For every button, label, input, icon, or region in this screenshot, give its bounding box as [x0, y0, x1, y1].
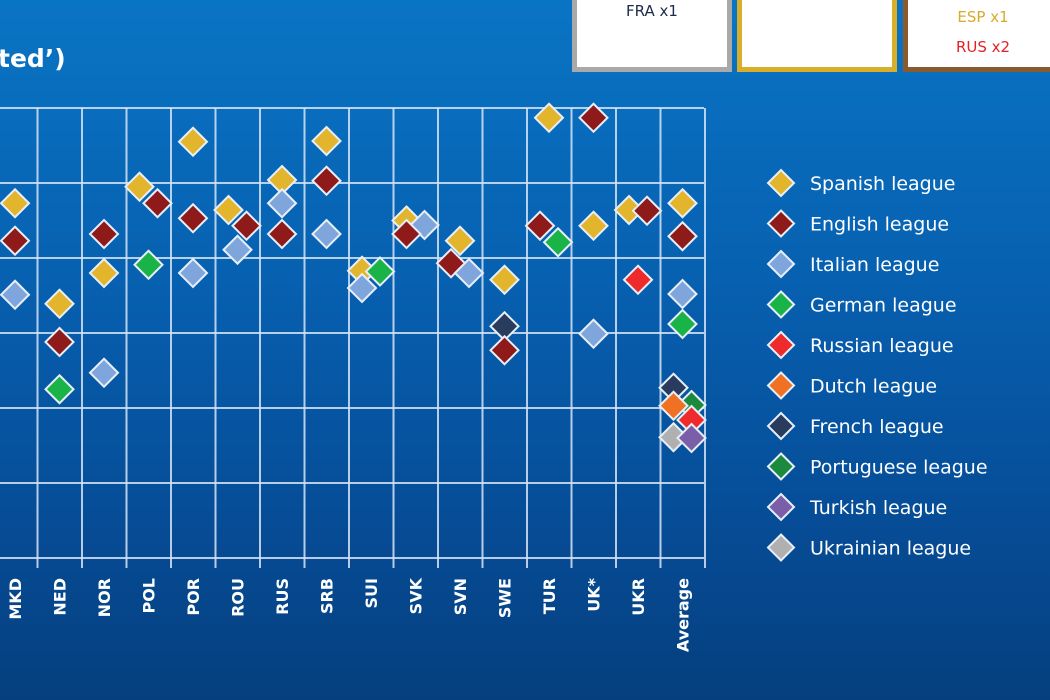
- legend-box-esp-rus: ESP x1 RUS x2: [903, 0, 1050, 72]
- x-tick-label: UKR: [629, 578, 648, 616]
- legend-label: French league: [810, 416, 944, 438]
- legend-marker-icon: [766, 492, 796, 522]
- data-point-italian-league: [311, 218, 342, 250]
- data-point-italian-league: [346, 272, 378, 304]
- x-tick-label: UK*: [585, 577, 604, 611]
- legend-marker-icon: [766, 330, 796, 360]
- data-point-spanish-league: [533, 102, 565, 134]
- data-point-spanish-league: [0, 187, 31, 219]
- box-text: FRA x1: [626, 2, 678, 20]
- data-point-english-league: [667, 220, 698, 252]
- x-tick-label: NOR: [95, 578, 114, 617]
- x-tick-label: SUI: [362, 578, 381, 608]
- legend-label: Dutch league: [810, 376, 937, 398]
- data-point-spanish-league: [213, 194, 244, 226]
- legend-label: Italian league: [810, 254, 939, 276]
- data-point-english-league: [0, 225, 31, 257]
- data-point-italian-league: [667, 278, 698, 310]
- x-tick-label: TUR: [540, 578, 559, 614]
- box-text: RUS x2: [955, 38, 1011, 56]
- data-point-dutch-league: [658, 390, 689, 422]
- data-point-spanish-league: [311, 125, 342, 157]
- x-tick-label: SWE: [496, 578, 515, 618]
- legend-label: English league: [810, 214, 949, 236]
- x-tick-label: SRB: [318, 578, 337, 614]
- legend-label: Turkish league: [809, 497, 947, 519]
- legend-marker-icon: [766, 452, 796, 481]
- x-tick-label: ROU: [229, 578, 248, 617]
- x-tick-label: MKD: [6, 578, 25, 620]
- data-point-german-league: [667, 308, 698, 340]
- box-text: ESP x1: [957, 8, 1009, 26]
- data-point-spanish-league: [667, 187, 698, 219]
- legend-marker-icon: [766, 249, 796, 279]
- legend-marker-icon: [766, 290, 796, 319]
- x-tick-label: SVN: [451, 578, 470, 615]
- legend-marker-icon: [766, 411, 796, 441]
- x-tick-label: RUS: [273, 578, 292, 615]
- data-point-italian-league: [177, 257, 209, 289]
- legend-label: Ukrainian league: [810, 538, 971, 560]
- data-point-english-league: [311, 165, 342, 197]
- x-tick-label: POL: [140, 578, 159, 614]
- data-point-spanish-league: [124, 171, 155, 203]
- data-point-english-league: [391, 218, 422, 250]
- legend-label: Spanish league: [810, 173, 955, 195]
- data-point-english-league: [266, 218, 298, 250]
- data-point-english-league: [177, 202, 209, 234]
- data-point-italian-league: [0, 279, 31, 311]
- x-tick-label: SVK: [407, 577, 426, 614]
- data-point-german-league: [542, 226, 574, 258]
- legend-label: German league: [810, 295, 957, 317]
- legend-label: Portuguese league: [810, 457, 988, 479]
- data-point-italian-league: [453, 257, 485, 289]
- data-point-english-league: [142, 187, 173, 219]
- x-tick-label: POR: [184, 578, 203, 616]
- data-point-english-league: [489, 334, 520, 366]
- data-point-english-league: [631, 195, 663, 227]
- data-point-german-league: [44, 373, 75, 405]
- data-point-spanish-league: [177, 126, 209, 158]
- legend-marker-icon: [766, 371, 796, 400]
- data-point-english-league: [578, 102, 609, 134]
- data-point-english-league: [88, 218, 120, 250]
- legend-marker-icon: [766, 533, 796, 562]
- data-point-italian-league: [266, 187, 298, 219]
- legend-box-empty: [737, 0, 897, 72]
- data-point-italian-league: [88, 357, 120, 389]
- data-point-spanish-league: [44, 288, 75, 320]
- x-tick-label: NED: [51, 578, 70, 616]
- data-point-english-league: [524, 210, 556, 242]
- data-point-italian-league: [222, 234, 253, 266]
- data-point-russian-league: [622, 264, 654, 296]
- data-point-english-league: [44, 326, 75, 358]
- data-point-english-league: [231, 210, 262, 242]
- legend-marker-icon: [766, 209, 796, 238]
- legend-marker-icon: [766, 168, 796, 198]
- data-point-spanish-league: [489, 264, 520, 296]
- data-point-spanish-league: [88, 257, 120, 289]
- x-tick-label: Average: [674, 578, 693, 652]
- data-point-spanish-league: [578, 210, 609, 242]
- legend-box-fra: FRA x1: [572, 0, 732, 72]
- data-point-german-league: [133, 249, 164, 281]
- data-point-spanish-league: [444, 225, 476, 257]
- legend-label: Russian league: [810, 335, 954, 357]
- data-point-german-league: [364, 256, 396, 287]
- data-point-italian-league: [578, 318, 609, 350]
- chart-title-fragment: ted’): [0, 44, 66, 73]
- data-point-turkish-league: [676, 422, 707, 454]
